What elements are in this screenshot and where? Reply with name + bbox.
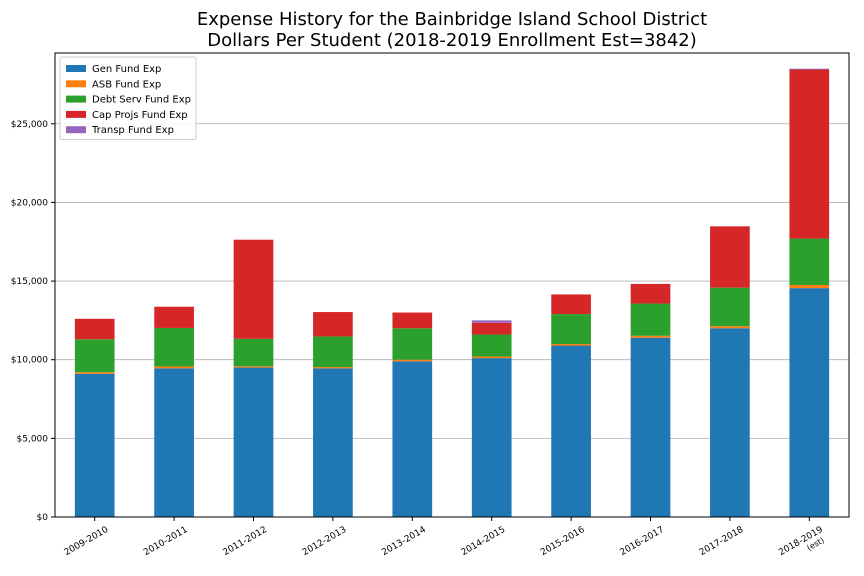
bar-segment [74, 373, 115, 517]
bar-segment [313, 368, 353, 517]
x-tick-label: 2012-2013 [301, 525, 348, 558]
bar-segment [789, 285, 830, 289]
plot-frame [54, 52, 850, 518]
x-tick-label: 2009-2010 [63, 525, 111, 558]
chart-subtitle: Dollars Per Student (2018-2019 Enrollmen… [207, 30, 697, 51]
bar-segment [233, 338, 274, 367]
bar-segment [74, 339, 115, 373]
bar-segment [471, 320, 512, 323]
y-axis: $0 $5,000 $10,000 $15,000 $20,000 $25,000 [11, 120, 55, 523]
x-tick-label: 2018-2019(est) [777, 525, 829, 566]
bar-segment [233, 239, 274, 339]
bar-segment [551, 343, 591, 346]
y-tick-label: $15,000 [11, 277, 48, 287]
bar-segment [630, 283, 671, 304]
legend-label: Cap Projs Fund Exp [92, 110, 188, 121]
legend-swatch [66, 95, 86, 103]
bar-segment [630, 337, 671, 517]
legend-swatch [66, 80, 86, 88]
y-tick-label: $25,000 [11, 120, 48, 130]
bar-segment [471, 358, 512, 517]
bar-segment [74, 372, 115, 374]
bar-segment [74, 318, 115, 340]
bar-segment [154, 368, 194, 517]
bar-segment [551, 345, 591, 517]
legend-swatch [66, 126, 86, 134]
bar-segment [789, 68, 830, 70]
y-tick-label: $20,000 [11, 198, 48, 208]
bar-segment [313, 336, 353, 368]
bar-segment [392, 328, 433, 360]
bar-segment [471, 356, 512, 359]
x-tick-label: 2014-2015 [460, 525, 507, 558]
x-tick-label: 2013-2014 [380, 525, 428, 558]
y-tick-label: $5,000 [17, 434, 49, 444]
x-tick-label: 2017-2018 [698, 525, 746, 558]
bar-segment [313, 312, 353, 337]
bar-segment [313, 367, 353, 369]
legend-label: Gen Fund Exp [92, 64, 161, 75]
legend-box [59, 56, 197, 140]
legend-label: Transp Fund Exp [91, 125, 174, 136]
bars [74, 68, 830, 517]
bar-segment [710, 328, 750, 517]
legend-swatch [66, 110, 86, 118]
bar-segment [392, 361, 433, 517]
bar-segment [551, 294, 591, 315]
x-tick-label: 2010-2011 [142, 525, 189, 558]
bar-segment [710, 287, 750, 327]
bar-segment [471, 322, 512, 335]
bar-segment [233, 367, 274, 517]
bar-segment [233, 366, 274, 368]
x-axis: 2009-2010 2010-2011 2011-2012 2012-2013 2013… [63, 517, 829, 566]
bar-segment [392, 359, 433, 362]
bar-segment [154, 327, 194, 367]
legend: Gen Fund Exp ASB Fund Exp Debt Serv Fund E… [59, 56, 197, 140]
bar-segment [630, 335, 671, 338]
x-tick-label: 2016-2017 [619, 525, 666, 558]
bar-segment [551, 314, 591, 344]
bar-segment [392, 312, 433, 329]
bar-segment [710, 326, 750, 329]
legend-swatch [66, 65, 86, 72]
bar-segment [630, 303, 671, 336]
legend-label: Debt Serv Fund Exp [92, 95, 191, 106]
legend-label: ASB Fund Exp [92, 79, 161, 90]
bar-segment [789, 288, 830, 517]
bar-segment [710, 226, 750, 288]
bar-segment [789, 238, 830, 285]
chart-title: Expense History for the Bainbridge Islan… [197, 9, 707, 30]
bar-segment [154, 366, 194, 369]
y-tick-label: $10,000 [11, 356, 48, 366]
bar-segment [471, 334, 512, 357]
bar-segment [789, 69, 830, 239]
y-tick-label: $0 [37, 513, 49, 523]
bar-segment [154, 306, 194, 328]
x-tick-label: 2011-2012 [222, 525, 269, 558]
x-tick-label: 2015-2016 [539, 525, 587, 558]
